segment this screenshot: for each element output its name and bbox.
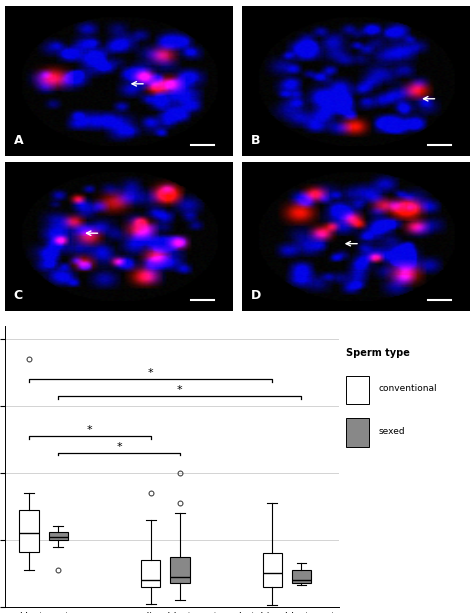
Text: C: C (14, 289, 23, 302)
PathPatch shape (292, 570, 311, 584)
PathPatch shape (263, 554, 282, 587)
PathPatch shape (48, 532, 68, 540)
Text: D: D (251, 289, 261, 302)
PathPatch shape (141, 560, 160, 587)
PathPatch shape (170, 557, 190, 584)
FancyBboxPatch shape (346, 419, 369, 446)
FancyBboxPatch shape (346, 376, 369, 405)
Text: *: * (87, 425, 93, 435)
Text: Sperm type: Sperm type (346, 348, 410, 358)
Text: B: B (251, 134, 260, 147)
Text: conventional: conventional (378, 384, 437, 394)
Text: A: A (14, 134, 24, 147)
Text: sexed: sexed (378, 427, 405, 436)
Text: *: * (177, 385, 182, 395)
Text: *: * (116, 442, 122, 452)
Text: *: * (148, 368, 154, 378)
PathPatch shape (19, 510, 39, 552)
